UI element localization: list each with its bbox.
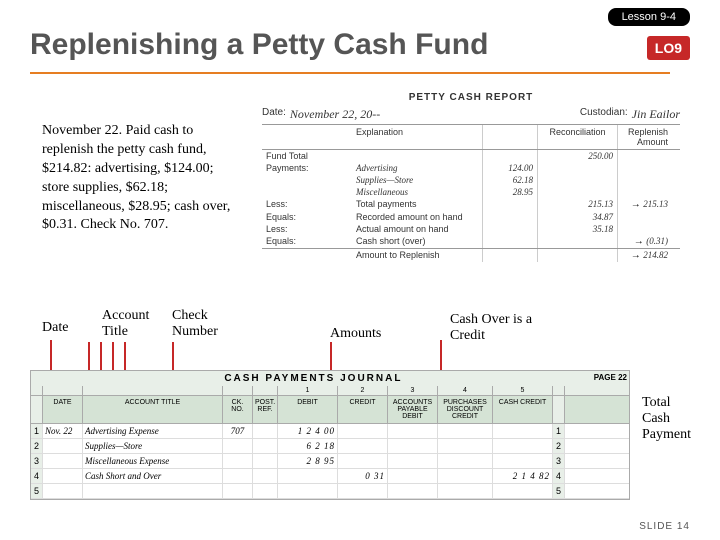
journal-row: 2Supplies—Store6 2 182 (31, 439, 629, 454)
pointer-amounts: Amounts (330, 326, 381, 342)
pointer-cash-over: Cash Over is a Credit (450, 312, 570, 344)
slide-number: SLIDE 14 (639, 521, 690, 532)
pointer-date: Date (42, 320, 68, 336)
lo-badge: LO9 (647, 36, 690, 60)
pointer-account-title: Account Title (102, 308, 162, 340)
title-rule (30, 72, 670, 74)
petty-cash-report: PETTY CASH REPORT Date: November 22, 20-… (262, 92, 680, 262)
report-title: PETTY CASH REPORT (262, 92, 680, 103)
report-columns: Explanation ReconciliationReplenish Amou… (262, 125, 680, 150)
lesson-label: Lesson 9-4 (608, 8, 690, 26)
journal-header: DATE ACCOUNT TITLE CK. NO. POST. REF. DE… (31, 395, 629, 424)
custodian-label: Custodian: (580, 107, 628, 122)
journal-row: 1Nov. 22Advertising Expense7071 2 4 001 (31, 424, 629, 439)
journal-row: 4Cash Short and Over0 312 1 4 824 (31, 469, 629, 484)
date-label: Date: (262, 107, 286, 122)
journal-row: 55 (31, 484, 629, 499)
custodian-value: Jin Eailor (632, 107, 680, 122)
pointer-check-number: Check Number (172, 308, 232, 340)
cash-payments-journal: CASH PAYMENTS JOURNAL PAGE 22 12345 DATE… (30, 370, 630, 500)
report-header: Date: November 22, 20-- Custodian: Jin E… (262, 107, 680, 125)
journal-row: 3Miscellaneous Expense2 8 953 (31, 454, 629, 469)
transaction-narrative: November 22. Paid cash to replenish the … (42, 122, 242, 235)
pointer-total: Total Cash Payment (642, 395, 702, 443)
page-title: Replenishing a Petty Cash Fund (30, 28, 488, 62)
journal-colnums: 12345 (31, 386, 629, 395)
journal-title: CASH PAYMENTS JOURNAL PAGE 22 (31, 371, 629, 386)
date-value: November 22, 20-- (290, 107, 380, 122)
